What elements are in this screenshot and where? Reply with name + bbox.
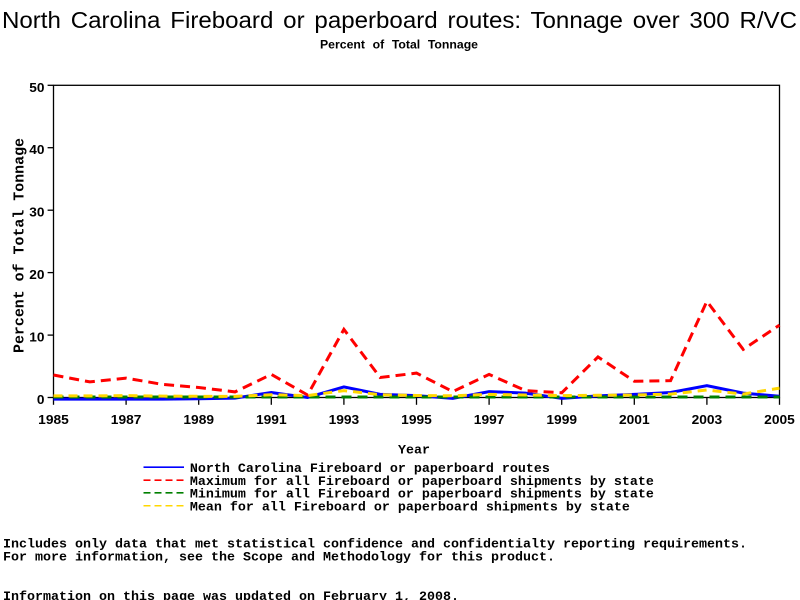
- svg-text:Year: Year: [398, 443, 430, 458]
- svg-text:50: 50: [29, 80, 44, 95]
- svg-text:2001: 2001: [619, 412, 650, 427]
- svg-text:North Carolina Fireboard or pa: North Carolina Fireboard or paperboard r…: [2, 7, 797, 33]
- svg-text:Mean for all Fireboard or pape: Mean for all Fireboard or paperboard shi…: [190, 499, 630, 514]
- svg-text:Minimum for all Fireboard or p: Minimum for all Fireboard or paperboard …: [190, 486, 654, 501]
- svg-text:1997: 1997: [474, 412, 505, 427]
- svg-text:0: 0: [37, 392, 45, 407]
- svg-text:1995: 1995: [401, 412, 432, 427]
- svg-text:30: 30: [29, 205, 44, 220]
- svg-text:1991: 1991: [256, 412, 287, 427]
- svg-text:Includes only data that met st: Includes only data that met statistical …: [3, 537, 747, 552]
- svg-text:1989: 1989: [183, 412, 214, 427]
- svg-text:20: 20: [29, 267, 44, 282]
- svg-text:Percent of Total Tonnage: Percent of Total Tonnage: [12, 138, 29, 353]
- svg-text:Maximum for all Fireboard or p: Maximum for all Fireboard or paperboard …: [190, 474, 654, 489]
- svg-text:1999: 1999: [546, 412, 577, 427]
- svg-text:Information on this page was u: Information on this page was updated on …: [3, 589, 459, 600]
- svg-text:2003: 2003: [692, 412, 723, 427]
- svg-text:For more information, see the: For more information, see the Scope and …: [3, 550, 555, 565]
- svg-text:1993: 1993: [329, 412, 360, 427]
- svg-text:Percent of Total Tonnage: Percent of Total Tonnage: [320, 40, 478, 52]
- svg-text:2005: 2005: [764, 412, 795, 427]
- svg-text:1987: 1987: [111, 412, 142, 427]
- svg-text:40: 40: [29, 142, 44, 157]
- svg-text:10: 10: [29, 330, 44, 345]
- svg-text:1985: 1985: [38, 412, 69, 427]
- svg-text:North Carolina Fireboard or pa: North Carolina Fireboard or paperboard r…: [190, 461, 550, 476]
